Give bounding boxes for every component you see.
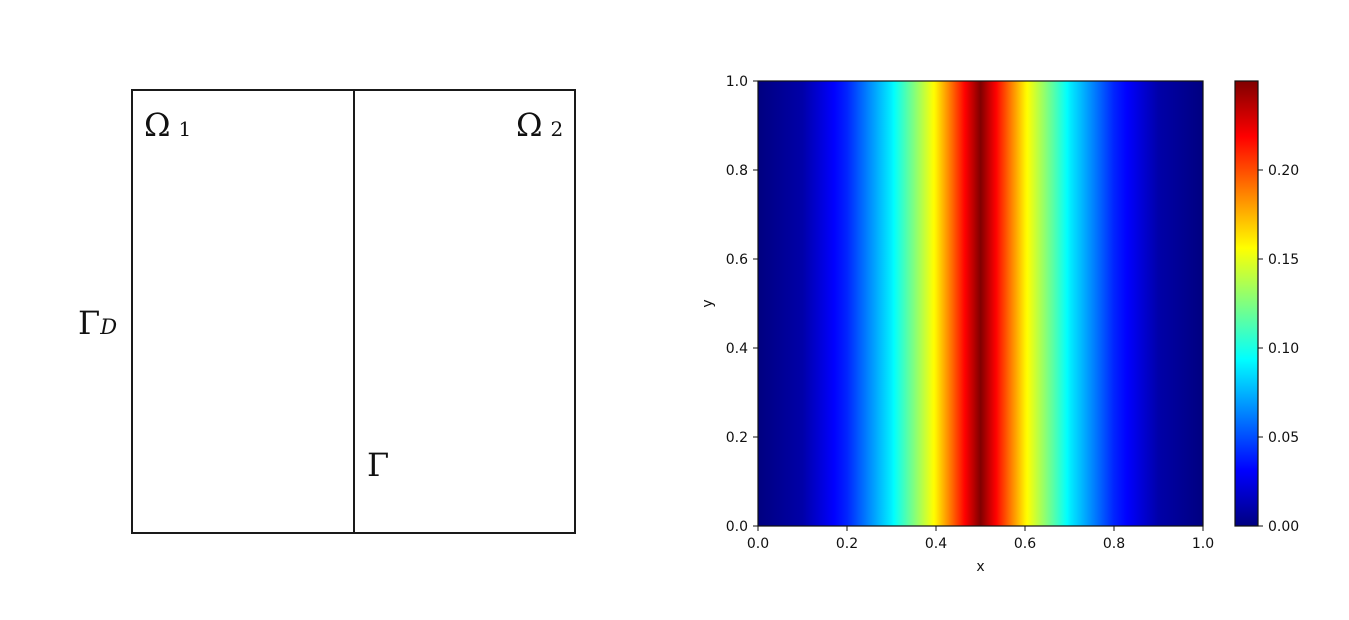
gamma-symbol: Γ xyxy=(78,304,101,342)
y-tick-label: 0.4 xyxy=(726,341,748,357)
dirichlet-boundary-label: ΓD xyxy=(78,304,117,342)
interface-label: Γ xyxy=(367,446,389,484)
heatmap-field xyxy=(758,81,1203,526)
colorbar-tick-label: 0.10 xyxy=(1268,341,1299,357)
x-tick-label: 0.8 xyxy=(1103,536,1125,552)
y-axis-label: y xyxy=(700,299,716,307)
x-tick-label: 0.4 xyxy=(925,536,947,552)
colorbar xyxy=(1234,80,1259,527)
interface-line xyxy=(353,89,355,534)
colorbar-tick-label: 0.15 xyxy=(1268,252,1299,268)
heatmap-chart: 0.0 0.2 0.4 0.6 0.8 1.0 0.0 0.2 0.4 0.6 0.8 1.0 x y 0.… xyxy=(660,0,1349,620)
colorbar-tick-label: 0.20 xyxy=(1268,163,1299,179)
colorbar-tick-label: 0.05 xyxy=(1268,430,1299,446)
y-tick-label: 0.0 xyxy=(726,519,748,535)
x-tick-label: 1.0 xyxy=(1192,536,1214,552)
colorbar-tick-label: 0.00 xyxy=(1268,519,1299,535)
heatmap-svg: 0.0 0.2 0.4 0.6 0.8 1.0 0.0 0.2 0.4 0.6 0.8 1.0 x y 0.… xyxy=(700,74,1299,575)
omega-subscript: 2 xyxy=(550,117,564,141)
omega-subscript: 1 xyxy=(178,117,192,141)
y-tick-label: 0.2 xyxy=(726,430,748,446)
omega-symbol: Ω xyxy=(144,106,171,144)
y-tick-label: 1.0 xyxy=(726,74,748,90)
omega-symbol: Ω xyxy=(516,106,543,144)
plot-frame xyxy=(757,80,1204,527)
x-tick-label: 0.2 xyxy=(836,536,858,552)
gamma-subscript: D xyxy=(100,315,118,339)
y-tick-label: 0.8 xyxy=(726,163,748,179)
y-tick-label: 0.6 xyxy=(726,252,748,268)
x-tick-label: 0.0 xyxy=(747,536,769,552)
gamma-symbol: Γ xyxy=(367,446,390,484)
x-axis-label: x xyxy=(976,559,984,575)
x-tick-label: 0.6 xyxy=(1014,536,1036,552)
